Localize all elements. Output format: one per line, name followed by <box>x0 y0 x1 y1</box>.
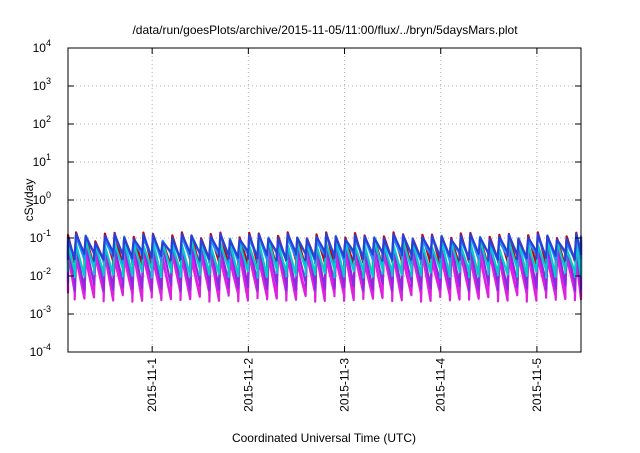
y-tick-exponent: 3 <box>46 76 51 86</box>
x-tick-label: 2015-11-5 <box>530 358 544 412</box>
x-tick-label: 2015-11-2 <box>241 358 255 412</box>
y-tick-exponent: -2 <box>43 266 51 276</box>
series-line <box>66 232 583 262</box>
y-tick-exponent: -3 <box>43 304 51 314</box>
y-tick-label: 102 <box>33 114 51 131</box>
y-tick-exponent: -4 <box>43 342 51 352</box>
y-tick-label: 103 <box>33 76 51 93</box>
chart-title: /data/run/goesPlots/archive/2015-11-05/1… <box>132 23 518 37</box>
y-tick-exponent: 1 <box>46 152 51 162</box>
y-tick-label: 10-1 <box>30 228 51 245</box>
y-tick-exponent: 4 <box>46 38 51 48</box>
x-tick-label: 2015-11-3 <box>338 358 352 412</box>
y-tick-label: 10-4 <box>30 342 51 359</box>
y-tick-label: 10-2 <box>30 266 51 283</box>
y-tick-label: 104 <box>33 38 51 55</box>
y-tick-exponent: -1 <box>43 228 51 238</box>
y-tick-label: 101 <box>33 152 51 169</box>
x-axis-label: Coordinated Universal Time (UTC) <box>232 431 416 445</box>
x-axis: 2015-11-1 2015-11-2 2015-11-3 2015-11-4 2015… <box>145 48 544 412</box>
y-tick-label: 10-3 <box>30 304 51 321</box>
series-group <box>66 231 583 303</box>
x-tick-label: 2015-11-4 <box>434 358 448 412</box>
y-axis-label: cSv/day <box>22 179 36 222</box>
y-tick-exponent: 0 <box>46 190 51 200</box>
grid <box>68 48 581 352</box>
y-tick-exponent: 2 <box>46 114 51 124</box>
x-tick-label: 2015-11-1 <box>145 358 159 412</box>
